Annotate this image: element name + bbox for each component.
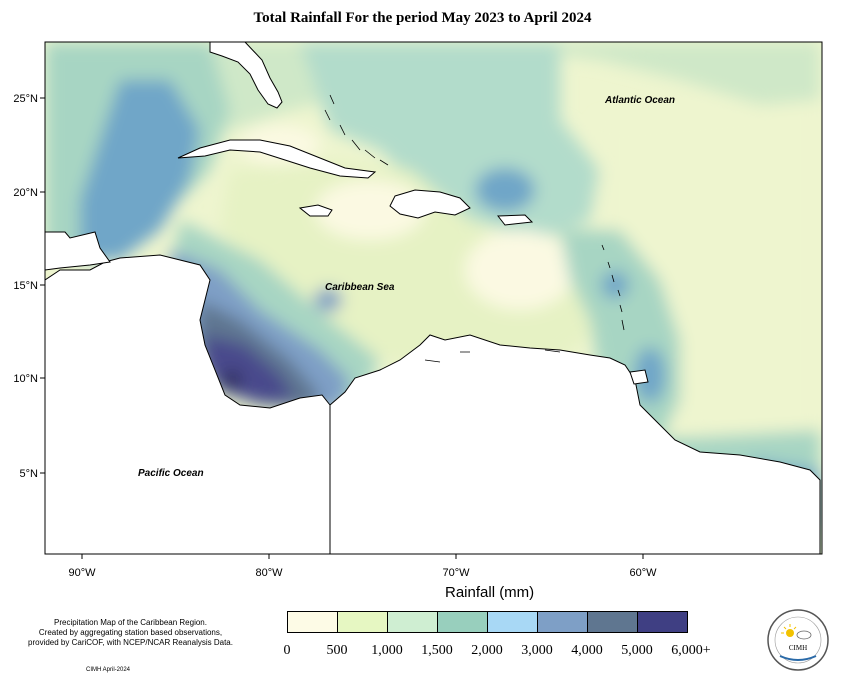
legend-swatch (637, 611, 688, 633)
cimh-logo: CIMH (767, 609, 829, 671)
legend-label: 2,000 (471, 643, 503, 658)
lon-label-70: 70°W (442, 567, 470, 579)
legend-title: Rainfall (mm) (445, 584, 535, 601)
lat-label-5: 5°N (20, 468, 39, 480)
lat-label-25: 25°N (13, 93, 38, 105)
pacific-ocean-label: Pacific Ocean (138, 468, 204, 479)
legend-label: 1,000 (371, 643, 403, 658)
map-frame (44, 41, 823, 555)
land (45, 42, 821, 554)
lon-label-80: 80°W (255, 567, 283, 579)
lat-tick-marks (40, 97, 644, 559)
legend-swatch (387, 611, 438, 633)
legend-swatch (437, 611, 488, 633)
caribbean-sea-label: Caribbean Sea (325, 282, 395, 293)
legend-label: 5,000 (621, 643, 653, 658)
lat-label-10: 10°N (13, 373, 38, 385)
legend-swatch (487, 611, 538, 633)
credit-text: CIMH April-2024 (86, 667, 131, 673)
logo-text: CIMH (789, 644, 807, 652)
lat-label-15: 15°N (13, 280, 38, 292)
legend-label: 3,000 (521, 643, 553, 658)
legend-label: 1,500 (421, 643, 453, 658)
legend-swatch (337, 611, 388, 633)
legend-label: 500 (326, 643, 348, 658)
islands (324, 94, 625, 363)
lat-label-20: 20°N (13, 187, 38, 199)
legend-label-last: 6,000+ (671, 643, 711, 658)
atlantic-ocean-label: Atlantic Ocean (604, 95, 675, 106)
lon-label-60: 60°W (629, 567, 657, 579)
map-title: Total Rainfall For the period May 2023 t… (253, 10, 592, 26)
rainfall-field (45, 42, 822, 554)
legend-swatch (587, 611, 638, 633)
legend-label: 0 (283, 643, 291, 658)
lon-label-90: 90°W (68, 567, 96, 579)
legend-swatch (537, 611, 588, 633)
description-text: Precipitation Map of the Caribbean Regio… (28, 618, 233, 647)
legend-label: 4,000 (571, 643, 603, 658)
legend-swatch (287, 611, 338, 633)
map-description: Precipitation Map of the Caribbean Regio… (8, 618, 253, 648)
